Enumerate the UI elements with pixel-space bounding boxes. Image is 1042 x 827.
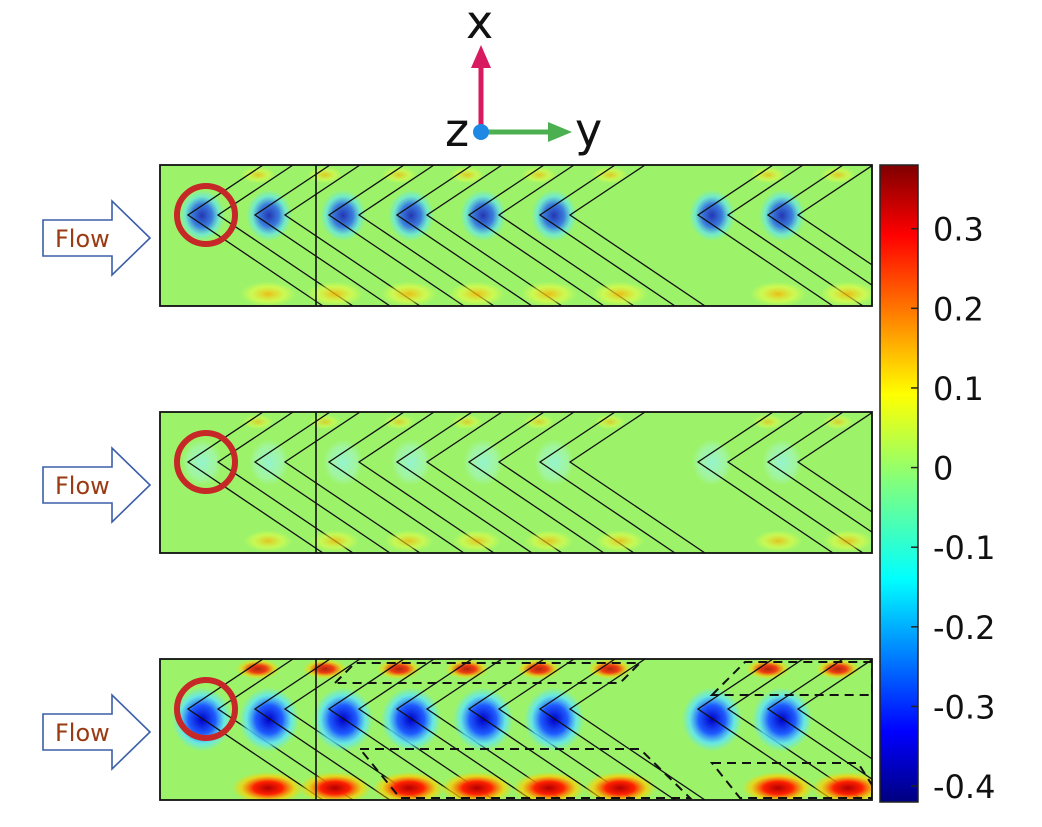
highlight-circle: [174, 430, 238, 494]
flow-arrow: Flow: [42, 199, 152, 277]
flow-label: Flow: [55, 719, 110, 747]
panel-background: [160, 412, 872, 553]
panel-border: [159, 658, 873, 801]
colorbar-tick-label: -0.1: [933, 529, 995, 567]
chevron-groove: [682, 659, 864, 800]
colorbar-tick-label: 0: [933, 450, 953, 488]
flow-label: Flow: [55, 472, 110, 500]
flow-panels: Flow Flow Flow: [42, 164, 873, 801]
y-axis-arrow-head: [548, 122, 572, 142]
panel-border: [159, 411, 873, 554]
chevron-groove: [689, 165, 864, 306]
chevron-groove: [752, 659, 872, 800]
colorbar-tick-label: -0.4: [933, 768, 995, 806]
colorbar-tick-label: 0.1: [933, 370, 984, 408]
chevron-groove: [179, 165, 354, 306]
flow-arrow: Flow: [42, 446, 152, 524]
flow-label: Flow: [55, 225, 110, 253]
colorbar-tick-label: 0.2: [933, 290, 984, 328]
flow-panel: Flow: [42, 658, 873, 801]
z-axis-label: z: [445, 103, 469, 157]
chevron-groove: [531, 165, 706, 306]
chevron-groove: [381, 659, 563, 800]
chevron-groove: [762, 412, 872, 552]
colorbar-tick-label: 0.3: [933, 211, 984, 249]
flow-arrow: Flow: [42, 693, 152, 771]
chevron-groove: [391, 412, 563, 553]
chevron-groove: [388, 165, 563, 306]
colorbar-tick-label: -0.2: [933, 609, 995, 647]
colorbar-ticks: 0.3 0.2 0.1 0 -0.1 -0.2 -0.3 -0.4: [911, 211, 995, 806]
chevron-groove: [463, 412, 635, 553]
chevron-groove: [692, 412, 864, 553]
colorbar-tick-label: -0.3: [933, 688, 995, 726]
chevron-groove: [323, 412, 495, 553]
chevron-groove: [524, 659, 706, 800]
chevron-groove: [759, 165, 872, 306]
x-axis-arrow-head: [471, 45, 491, 68]
chevron-groove: [320, 165, 495, 306]
chevron-groove: [453, 659, 635, 800]
coordinate-axes: x y z: [445, 0, 602, 157]
chevron-groove: [182, 412, 354, 553]
panel-border: [159, 164, 873, 307]
dashed-region: [332, 661, 872, 799]
highlight-circle: [174, 183, 238, 247]
chevron-groove: [239, 659, 421, 800]
chevron-groove: [460, 165, 635, 306]
highlight-circle: [174, 677, 238, 741]
colorbar-gradient: [879, 164, 919, 803]
chevron-groove: [534, 412, 706, 553]
colorbar: 0.3 0.2 0.1 0 -0.1 -0.2 -0.3 -0.4: [879, 164, 995, 806]
z-axis-dot: [473, 124, 489, 140]
chevron-groove: [249, 412, 421, 553]
flow-panel: Flow: [42, 164, 873, 307]
flow-panel: Flow: [42, 411, 873, 554]
y-axis-label: y: [575, 103, 602, 157]
x-axis-label: x: [466, 0, 493, 49]
